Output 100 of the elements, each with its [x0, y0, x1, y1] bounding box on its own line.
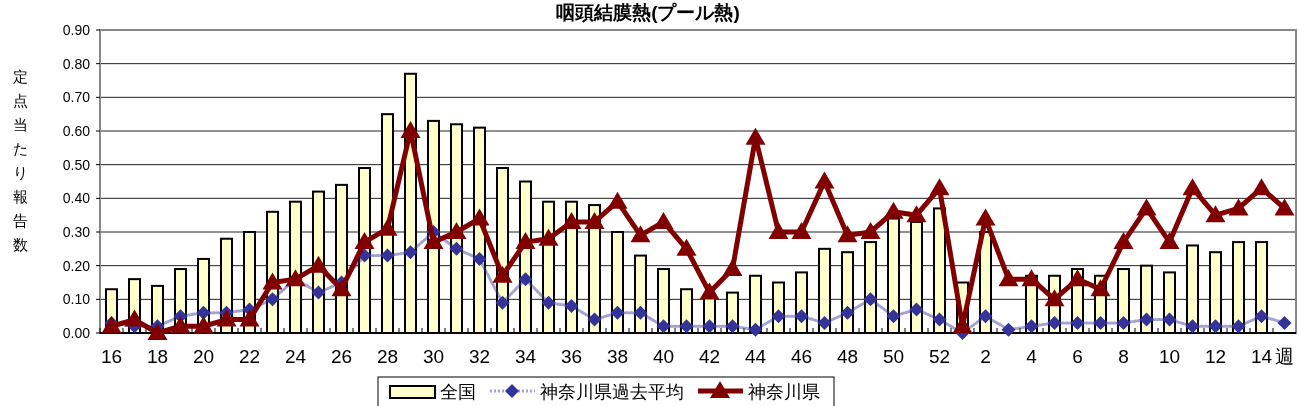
point: [679, 319, 694, 334]
point: [1136, 198, 1157, 216]
point: [423, 232, 444, 250]
point: [1093, 315, 1108, 330]
y-tick-label: 0.30: [62, 224, 91, 240]
y-axis-title: 定点当たり報告数: [12, 68, 28, 253]
point: [1182, 178, 1203, 196]
point: [771, 309, 786, 324]
point: [308, 255, 329, 273]
point: [1139, 312, 1154, 327]
legend-label: 神奈川県過去平均: [540, 382, 684, 402]
point: [1251, 178, 1272, 196]
point: [495, 295, 510, 310]
x-tick-label: 2: [980, 346, 991, 367]
point: [541, 295, 556, 310]
point: [1067, 269, 1088, 287]
point: [262, 272, 283, 290]
x-tick-label: 26: [330, 346, 353, 367]
point: [193, 316, 214, 334]
y-tick-label: 0.00: [62, 325, 91, 341]
y-tick-label: 0.50: [62, 156, 91, 173]
point: [1024, 319, 1039, 334]
point: [1001, 322, 1016, 337]
point: [607, 191, 628, 209]
point: [745, 127, 766, 145]
point: [584, 211, 605, 229]
x-tick-label: 14: [1250, 346, 1273, 367]
x-axis-title: 週: [1275, 346, 1294, 367]
point: [699, 282, 720, 300]
point: [883, 201, 904, 219]
legend-label: 全国: [440, 382, 476, 402]
point: [840, 305, 855, 320]
point: [446, 222, 467, 239]
point: [1047, 315, 1062, 330]
x-tick-label: 34: [514, 346, 537, 367]
point: [492, 265, 513, 283]
x-tick-label: 46: [790, 346, 813, 367]
point: [311, 285, 326, 300]
y-tick-label: 0.60: [62, 123, 91, 139]
point: [400, 121, 421, 138]
point: [863, 292, 878, 307]
point: [794, 309, 809, 324]
point: [331, 279, 352, 297]
point: [170, 316, 191, 334]
point: [975, 208, 996, 226]
point: [1021, 269, 1042, 287]
point: [380, 248, 395, 263]
x-tick-label: 28: [376, 346, 399, 367]
point: [909, 302, 924, 317]
point: [1254, 309, 1269, 324]
point: [354, 232, 375, 250]
point: [768, 222, 789, 239]
x-tick-label: 24: [284, 346, 307, 367]
point: [1113, 232, 1134, 250]
x-tick-label: 22: [238, 346, 261, 367]
point: [564, 299, 579, 314]
point: [1116, 315, 1131, 330]
x-tick-label: 52: [928, 346, 951, 367]
point: [817, 315, 832, 330]
x-tick-label: 16: [100, 346, 123, 367]
point: [216, 309, 237, 327]
point: [837, 225, 858, 243]
point: [518, 272, 533, 287]
point: [633, 305, 648, 320]
point: [748, 322, 763, 337]
point: [886, 309, 901, 324]
x-tick-label: 44: [744, 346, 767, 367]
point: [561, 211, 582, 229]
point: [538, 228, 559, 246]
point: [265, 292, 280, 307]
point: [101, 316, 122, 334]
point: [702, 319, 717, 334]
point: [1185, 319, 1200, 334]
point: [469, 208, 490, 226]
point: [791, 222, 812, 239]
point: [239, 309, 260, 327]
x-tick-label: 36: [560, 346, 583, 367]
point: [1159, 232, 1180, 250]
y-tick-label: 0.10: [62, 291, 91, 308]
x-tick-label: 12: [1204, 346, 1227, 367]
point: [196, 305, 211, 320]
point: [449, 241, 464, 256]
x-tick-label: 18: [146, 346, 169, 367]
x-tick-label: 4: [1026, 346, 1038, 367]
y-tick-label: 0.70: [62, 89, 91, 106]
point: [403, 245, 418, 260]
point: [630, 225, 651, 243]
point: [722, 259, 743, 277]
x-tick-label: 20: [192, 346, 215, 367]
point: [656, 319, 671, 334]
y-tick-label: 0.20: [62, 257, 91, 274]
point: [515, 232, 536, 250]
point: [932, 312, 947, 327]
point: [1205, 205, 1226, 223]
point: [472, 251, 487, 266]
point: [1044, 289, 1065, 307]
point: [1090, 279, 1111, 297]
point: [978, 309, 993, 324]
x-tick-label: 30: [422, 346, 445, 367]
y-tick-label: 0.80: [62, 55, 91, 72]
